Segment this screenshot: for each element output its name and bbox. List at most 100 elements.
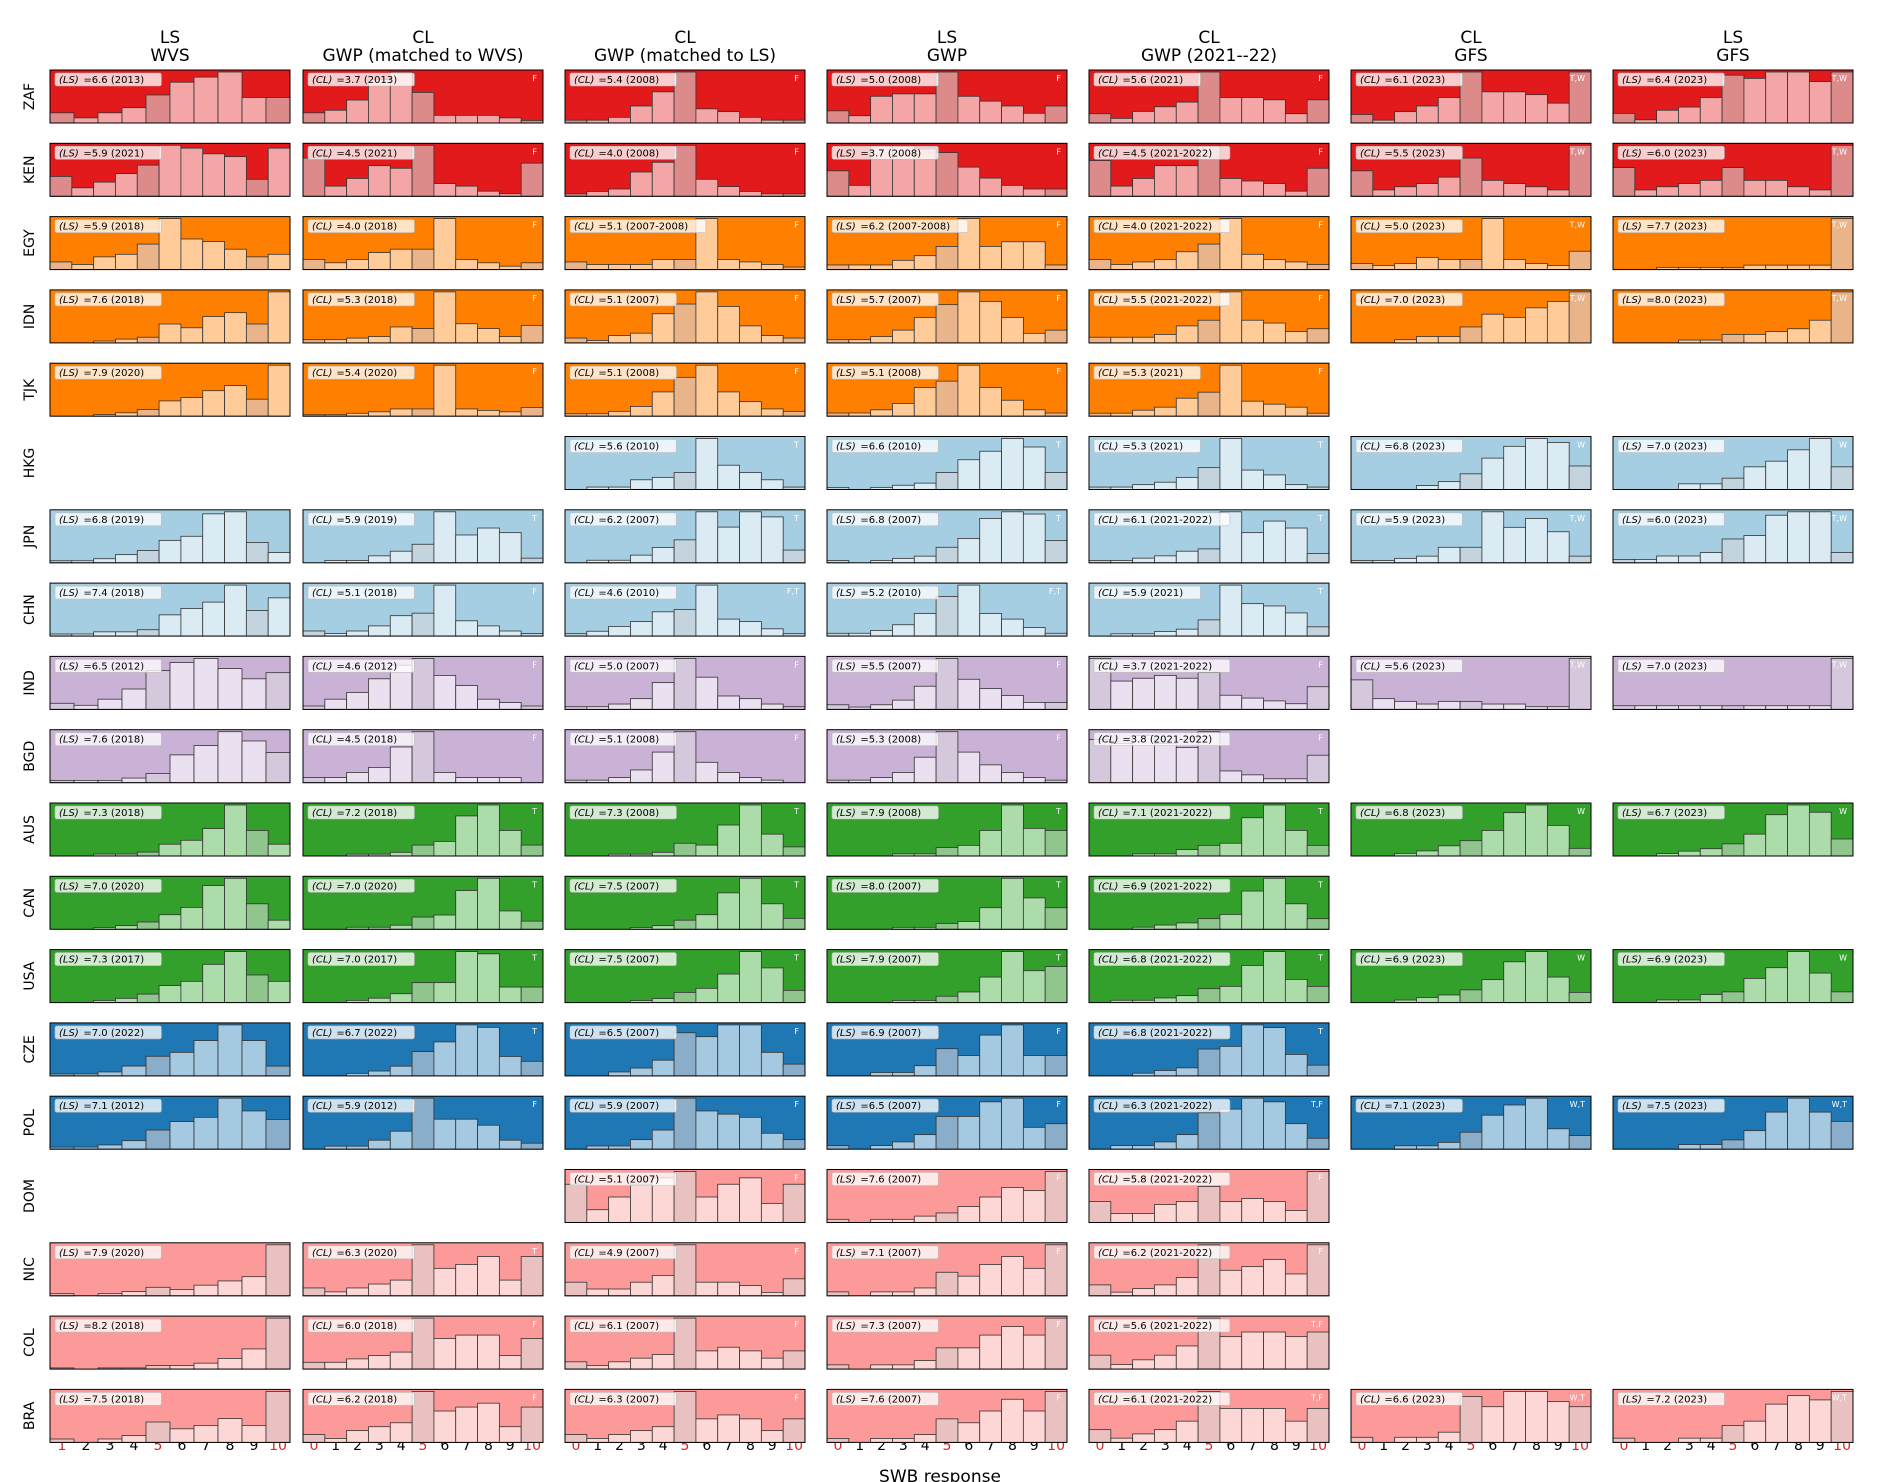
panel-mean-year: =5.1 (2018) bbox=[336, 588, 397, 599]
histogram-bar bbox=[217, 1097, 243, 1150]
panel-label-box bbox=[54, 219, 162, 233]
panel-measure: (LS) bbox=[1622, 1101, 1642, 1112]
histogram-bar bbox=[782, 1063, 806, 1077]
x-tick-label: 3 bbox=[899, 1438, 908, 1454]
histogram-bar bbox=[1743, 535, 1767, 564]
histogram-bar bbox=[1197, 918, 1221, 930]
histogram-bar bbox=[760, 1132, 784, 1150]
panel-mean-year: =6.2 (2021-2022) bbox=[1122, 1248, 1212, 1259]
histogram-bar bbox=[202, 390, 225, 417]
panel-measure: (LS) bbox=[836, 1248, 856, 1259]
panel-measure: (CL) bbox=[1360, 661, 1380, 672]
histogram-bar bbox=[1197, 1112, 1221, 1150]
histogram-bar bbox=[1175, 995, 1199, 1003]
panel-note: F bbox=[1056, 1174, 1061, 1183]
histogram-bar bbox=[760, 1430, 784, 1443]
panel-mean-year: =5.3 (2021) bbox=[1122, 442, 1183, 453]
histogram-bar bbox=[760, 1357, 784, 1370]
panel-frame bbox=[1350, 655, 1592, 710]
histogram-bar bbox=[346, 337, 369, 344]
histogram-bar bbox=[979, 450, 1002, 490]
panel-frame bbox=[1088, 1242, 1330, 1297]
histogram-bar bbox=[1241, 532, 1264, 564]
histogram-bar bbox=[695, 1110, 719, 1150]
panel-label-box bbox=[831, 1318, 939, 1333]
histogram-bar bbox=[630, 406, 653, 417]
histogram-bar bbox=[1787, 511, 1810, 564]
panel-frame bbox=[1088, 1169, 1330, 1223]
panel-mean-year: =7.5 (2007) bbox=[598, 955, 659, 966]
histogram-bar bbox=[1219, 1336, 1243, 1370]
panel-mean-year: =5.9 (2018) bbox=[83, 222, 144, 233]
histogram-bar bbox=[1132, 1145, 1155, 1150]
histogram-bar bbox=[1808, 189, 1832, 197]
panel-measure: (LS) bbox=[836, 1101, 856, 1112]
histogram-bar bbox=[1219, 178, 1243, 197]
histogram-bar bbox=[651, 313, 675, 344]
panel-measure: (CL) bbox=[1360, 1101, 1380, 1112]
histogram-bar bbox=[1721, 538, 1745, 564]
histogram-bar bbox=[935, 1271, 959, 1297]
panel-frame bbox=[826, 1242, 1068, 1297]
histogram-bar bbox=[368, 555, 391, 564]
panel-mean-year: =4.6 (2012) bbox=[336, 661, 397, 672]
x-tick-label: 2 bbox=[615, 1438, 624, 1454]
histogram-bar bbox=[1284, 331, 1308, 344]
histogram-bar bbox=[957, 166, 981, 197]
histogram-bar bbox=[1699, 179, 1723, 197]
histogram-bar bbox=[608, 1361, 631, 1370]
panel-frame bbox=[826, 875, 1068, 930]
panel-note: T bbox=[1317, 441, 1323, 450]
panel-label-box bbox=[831, 1098, 939, 1113]
panel-label-box bbox=[569, 1172, 677, 1186]
panel: (LS) =8.0 (2007) T bbox=[826, 875, 1068, 930]
histogram-bar bbox=[368, 1426, 391, 1443]
panel-mean-year: =5.3 (2021) bbox=[1122, 368, 1183, 379]
panel-frame bbox=[1088, 949, 1330, 1004]
panel-note: F bbox=[1318, 221, 1323, 230]
histogram-bar bbox=[717, 695, 740, 710]
histogram-bar bbox=[1263, 1201, 1286, 1223]
histogram-bar bbox=[433, 183, 457, 197]
histogram-bar bbox=[1175, 1201, 1199, 1223]
histogram-bar bbox=[1219, 97, 1243, 124]
panel: (LS) =7.6 (2018) bbox=[49, 289, 291, 344]
histogram-bar bbox=[782, 917, 806, 930]
panel-label-box bbox=[1617, 805, 1725, 820]
panel-note: T bbox=[531, 807, 537, 816]
panel: (LS) =5.9 (2018) bbox=[49, 216, 291, 271]
histogram-bar bbox=[1830, 991, 1854, 1004]
panel-label-box bbox=[1093, 585, 1201, 600]
panel-frame bbox=[826, 949, 1068, 1004]
histogram-bar bbox=[158, 843, 182, 857]
histogram-bar bbox=[477, 262, 500, 270]
histogram-bar bbox=[1743, 833, 1767, 857]
panel-mean-year: =6.1 (2021-2022) bbox=[1122, 1394, 1212, 1405]
panel-note: T,W bbox=[1831, 514, 1847, 523]
histogram-bar bbox=[1175, 1134, 1199, 1150]
histogram-bar bbox=[870, 630, 893, 637]
histogram-bar bbox=[93, 558, 116, 564]
histogram-bar bbox=[651, 851, 675, 857]
panel-frame bbox=[302, 1022, 544, 1077]
panel-note: F bbox=[532, 1393, 537, 1402]
panel: (LS) =7.0 (2023) W bbox=[1612, 436, 1854, 490]
histogram-bar bbox=[520, 1338, 544, 1370]
panel-note: T,F bbox=[1310, 1320, 1323, 1329]
panel-measure: (CL) bbox=[312, 1248, 332, 1259]
x-tick-label: 0 bbox=[1095, 1438, 1104, 1454]
histogram-bar bbox=[193, 1116, 219, 1150]
histogram-bar bbox=[1132, 178, 1155, 197]
panel-measure: (LS) bbox=[1622, 75, 1642, 86]
histogram-bar bbox=[265, 1391, 291, 1443]
histogram-bar bbox=[158, 614, 182, 637]
histogram-bar bbox=[1263, 1258, 1286, 1297]
histogram-bar bbox=[1197, 71, 1221, 124]
histogram-bar bbox=[1634, 705, 1658, 710]
panel: (CL) =6.0 (2018) F bbox=[302, 1315, 544, 1370]
panel: (LS) =6.5 (2012) bbox=[49, 655, 291, 710]
histogram-bar bbox=[651, 1275, 675, 1297]
histogram-bar bbox=[411, 543, 435, 564]
histogram-bar bbox=[202, 828, 225, 857]
histogram-bar bbox=[782, 1350, 806, 1370]
